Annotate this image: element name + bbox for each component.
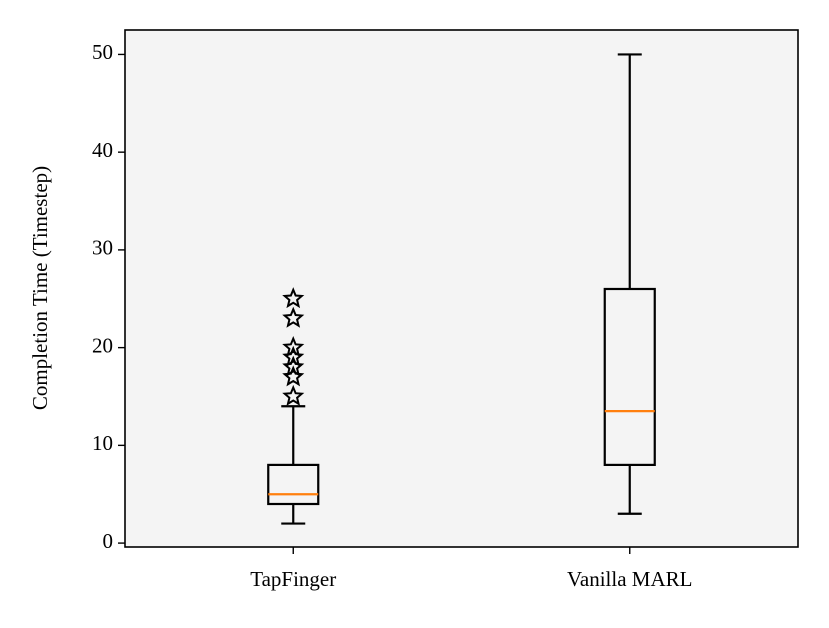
plot-area: [124, 29, 799, 548]
y-tick-label: 10: [92, 431, 113, 455]
flier: [282, 365, 305, 387]
flier: [282, 336, 305, 358]
x-tick-label: TapFinger: [250, 567, 336, 591]
y-tick-label: 50: [92, 40, 113, 64]
flier: [282, 345, 305, 367]
x-tick-label: Vanilla MARL: [567, 567, 692, 591]
y-tick-label: 0: [103, 529, 114, 553]
y-tick-label: 30: [92, 236, 113, 260]
box: [603, 287, 656, 467]
flier: [282, 306, 305, 328]
flier: [282, 287, 305, 309]
y-tick-label: 20: [92, 333, 113, 357]
y-tick-label: 40: [92, 138, 113, 162]
flier: [282, 384, 305, 406]
y-axis-label: Completion Time (Timestep): [28, 166, 52, 410]
flier: [282, 355, 305, 377]
box: [267, 463, 320, 506]
